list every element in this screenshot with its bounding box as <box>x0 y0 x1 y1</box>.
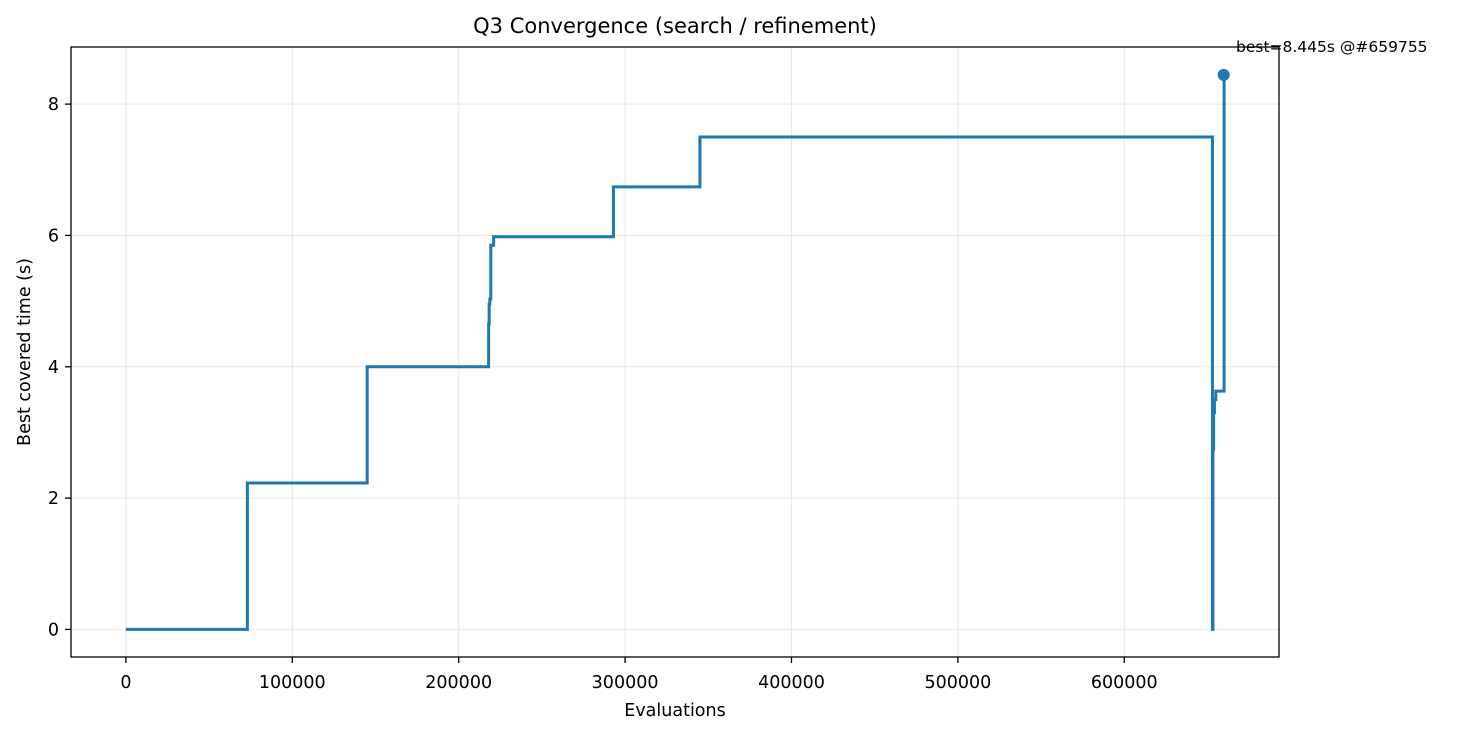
y-tick-label: 4 <box>48 358 59 378</box>
y-tick-label: 8 <box>48 95 59 115</box>
chart-title: Q3 Convergence (search / refinement) <box>473 14 877 38</box>
y-tick-label: 6 <box>48 226 59 246</box>
y-axis: 0 2 4 6 8 <box>48 95 71 640</box>
y-axis-label: Best covered time (s) <box>15 258 35 446</box>
x-tick-label: 0 <box>120 673 131 693</box>
best-annotation: best=8.445s @#659755 <box>1236 38 1428 56</box>
y-tick-label: 0 <box>48 620 59 640</box>
best-time-line <box>125 73 1226 631</box>
x-tick-label: 300000 <box>592 673 659 693</box>
x-tick-label: 500000 <box>924 673 991 693</box>
x-tick-label: 400000 <box>758 673 825 693</box>
series-layer <box>125 68 1230 631</box>
x-axis-label: Evaluations <box>624 701 725 721</box>
best-point-marker <box>1217 68 1230 81</box>
x-tick-label: 600000 <box>1091 673 1158 693</box>
plot-frame <box>70 46 1280 658</box>
y-tick-label: 2 <box>48 489 59 509</box>
x-tick-label: 200000 <box>425 673 492 693</box>
grid-lines <box>71 47 1279 657</box>
x-tick-label: 100000 <box>259 673 326 693</box>
x-axis: 0 100000 200000 300000 400000 500000 600000 <box>120 657 1158 693</box>
